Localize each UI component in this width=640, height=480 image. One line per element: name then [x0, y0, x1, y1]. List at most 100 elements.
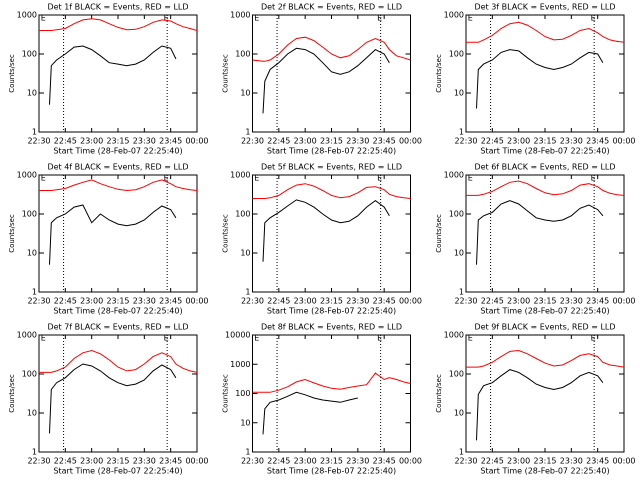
chart-title: Det 3f BLACK = Events, RED = LLD	[474, 3, 615, 12]
y-tick-label: 1000	[230, 11, 250, 20]
y-axis-label: Counts/sec	[435, 54, 443, 93]
series-line	[262, 199, 390, 262]
annotation: E	[164, 334, 169, 343]
x-tick-label: 22:45	[267, 457, 290, 466]
x-tick-label: 23:00	[294, 137, 317, 146]
series-line	[39, 349, 198, 373]
annotation: E	[377, 334, 382, 343]
annotation: E	[164, 14, 169, 23]
y-tick-label: 1	[245, 128, 250, 137]
x-tick-label: 22:30	[241, 297, 264, 306]
x-tick-label: 23:30	[133, 137, 156, 146]
annotation: E	[377, 174, 382, 183]
y-tick-label: 1	[32, 128, 37, 137]
panel: Det 1f BLACK = Events, RED = LLD Start Ti…	[8, 3, 209, 156]
x-axis-label: Start Time (28-Feb-07 22:25:40)	[53, 467, 182, 476]
panel: Det 5f BLACK = Events, RED = LLD Start Ti…	[222, 163, 423, 316]
y-tick-label: 1000	[444, 171, 464, 180]
x-tick-label: 22:45	[481, 137, 504, 146]
y-tick-label: 100	[235, 50, 250, 59]
x-tick-label: 22:30	[27, 297, 50, 306]
y-tick-label: 1000	[230, 360, 250, 369]
x-tick-label: 23:30	[560, 137, 583, 146]
y-axis-label: Counts/sec	[8, 214, 16, 253]
series-line	[252, 36, 411, 62]
x-tick-label: 22:30	[241, 457, 264, 466]
x-tick-label: 00:00	[185, 137, 208, 146]
y-tick-label: 1	[32, 288, 37, 297]
x-tick-label: 23:30	[133, 457, 156, 466]
x-tick-label: 23:15	[320, 137, 343, 146]
y-tick-label: 1	[245, 288, 250, 297]
y-tick-label: 10	[27, 249, 37, 258]
x-tick-label: 23:45	[159, 297, 182, 306]
x-tick-label: 23:30	[346, 137, 369, 146]
y-axis-label: Counts/sec	[222, 54, 230, 93]
y-tick-label: 1	[245, 448, 250, 457]
x-tick-label: 23:45	[159, 137, 182, 146]
y-tick-label: 1000	[17, 171, 37, 180]
x-tick-label: 23:15	[533, 137, 556, 146]
x-tick-label: 22:30	[454, 297, 477, 306]
x-tick-label: 23:00	[507, 457, 530, 466]
x-axis-label: Start Time (28-Feb-07 22:25:40)	[480, 147, 609, 156]
x-tick-label: 23:15	[320, 297, 343, 306]
y-tick-label: 10	[240, 89, 250, 98]
annotation: E	[468, 14, 473, 23]
x-tick-label: 22:30	[454, 137, 477, 146]
y-tick-label: 1	[32, 448, 37, 457]
panel: Det 8f BLACK = Events, RED = LLD Start Ti…	[222, 323, 423, 476]
series-line	[466, 180, 625, 196]
series-line	[252, 372, 411, 393]
x-tick-label: 00:00	[612, 137, 635, 146]
y-tick-label: 1	[459, 128, 464, 137]
y-tick-label: 1000	[17, 11, 37, 20]
annotation: E	[254, 14, 259, 23]
y-tick-label: 10	[27, 89, 37, 98]
x-tick-label: 23:00	[294, 457, 317, 466]
x-tick-label: 22:30	[454, 457, 477, 466]
x-tick-label: 22:45	[267, 297, 290, 306]
panel: Det 6f BLACK = Events, RED = LLD Start Ti…	[435, 163, 636, 316]
x-tick-label: 23:30	[346, 457, 369, 466]
x-tick-label: 23:30	[133, 297, 156, 306]
y-tick-label: 10	[454, 409, 464, 418]
panel: Det 7f BLACK = Events, RED = LLD Start Ti…	[8, 323, 209, 476]
x-tick-label: 22:45	[267, 137, 290, 146]
x-tick-label: 23:15	[320, 457, 343, 466]
y-tick-label: 100	[22, 210, 37, 219]
x-axis-label: Start Time (28-Feb-07 22:25:40)	[53, 147, 182, 156]
series-line	[39, 18, 198, 31]
annotation: E	[468, 174, 473, 183]
panel: Det 4f BLACK = Events, RED = LLD Start Ti…	[8, 163, 209, 316]
y-tick-label: 1	[459, 288, 464, 297]
x-tick-label: 00:00	[185, 297, 208, 306]
y-tick-label: 1000	[444, 11, 464, 20]
chart-title: Det 9f BLACK = Events, RED = LLD	[474, 323, 615, 332]
y-tick-label: 10	[27, 409, 37, 418]
x-tick-label: 23:30	[346, 297, 369, 306]
x-tick-label: 00:00	[399, 457, 422, 466]
x-tick-label: 23:45	[373, 297, 396, 306]
series-line	[466, 349, 625, 368]
y-tick-label: 10000	[225, 331, 250, 340]
annotation: E	[41, 334, 46, 343]
chart-title: Det 7f BLACK = Events, RED = LLD	[47, 323, 188, 332]
x-tick-label: 23:15	[106, 137, 129, 146]
x-tick-label: 22:45	[54, 297, 77, 306]
y-axis-label: Counts/sec	[8, 374, 16, 413]
x-tick-label: 23:45	[373, 137, 396, 146]
x-tick-label: 00:00	[612, 457, 635, 466]
x-tick-label: 22:45	[481, 457, 504, 466]
chart-title: Det 4f BLACK = Events, RED = LLD	[47, 163, 188, 172]
x-tick-label: 23:00	[80, 137, 103, 146]
annotation: E	[468, 334, 473, 343]
series-line	[49, 363, 177, 434]
x-axis-label: Start Time (28-Feb-07 22:25:40)	[53, 307, 182, 316]
x-tick-label: 00:00	[612, 297, 635, 306]
annotation: E	[254, 174, 259, 183]
series-line	[252, 183, 411, 199]
y-tick-label: 1000	[230, 171, 250, 180]
